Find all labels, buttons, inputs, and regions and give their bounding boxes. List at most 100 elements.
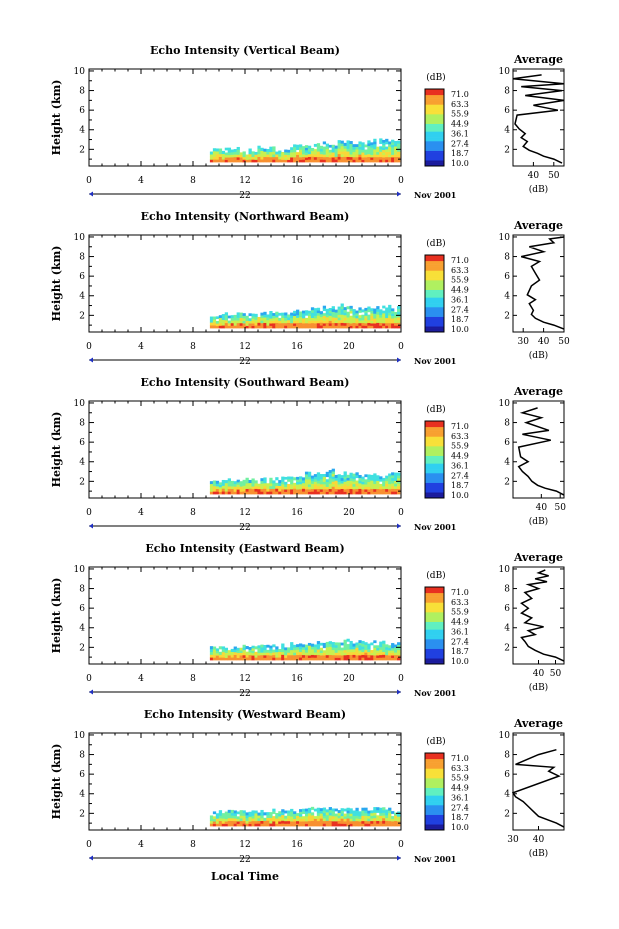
echo-cell xyxy=(370,325,374,329)
echo-cell xyxy=(343,818,347,822)
echo-cell xyxy=(236,325,240,329)
echo-cell xyxy=(370,812,374,816)
echo-cell xyxy=(218,320,223,324)
echo-cell xyxy=(310,820,315,824)
echo-cell xyxy=(319,818,324,822)
echo-cell xyxy=(278,156,282,160)
colorbar-band xyxy=(425,310,444,314)
echo-cell xyxy=(218,489,223,493)
echo-cell xyxy=(301,823,306,827)
echo-cell xyxy=(281,154,285,158)
echo-cell xyxy=(293,491,297,495)
echo-cell xyxy=(355,313,359,316)
echo-cell xyxy=(296,476,300,480)
echo-cell xyxy=(230,149,234,153)
echo-cell xyxy=(352,314,356,318)
echo-cell xyxy=(337,810,341,814)
echo-cell xyxy=(361,649,365,653)
echo-cell xyxy=(275,813,279,816)
echo-cell xyxy=(397,649,401,653)
echo-cell xyxy=(296,481,300,485)
echo-cell xyxy=(224,320,229,324)
echo-cell xyxy=(391,483,395,487)
echo-cell xyxy=(328,318,332,321)
echo-cell xyxy=(260,312,264,316)
echo-cell xyxy=(346,818,350,822)
echo-cell xyxy=(218,148,223,152)
echo-cell xyxy=(263,820,267,824)
echo-cell xyxy=(364,812,368,816)
echo-cell xyxy=(257,145,261,149)
echo-cell xyxy=(382,159,386,163)
echo-cell xyxy=(352,815,356,819)
echo-cell xyxy=(239,159,243,163)
echo-cell xyxy=(388,491,392,495)
echo-cell xyxy=(215,316,220,319)
echo-cell xyxy=(310,817,315,821)
echo-cell xyxy=(382,477,386,481)
echo-cell xyxy=(269,477,273,481)
echo-cell xyxy=(230,157,234,160)
echo-cell xyxy=(212,151,217,155)
echo-cell xyxy=(304,149,309,153)
colorbar-band xyxy=(425,637,444,640)
echo-cell xyxy=(331,644,335,648)
echo-cell xyxy=(310,312,315,316)
echo-cell xyxy=(224,655,229,658)
colorbar-tick-label: 18.7 xyxy=(451,481,469,490)
echo-cell xyxy=(313,479,318,482)
echo-cell xyxy=(355,310,359,314)
echo-cell xyxy=(304,657,309,661)
echo-cell xyxy=(394,654,398,658)
echo-cell xyxy=(364,481,368,485)
echo-cell xyxy=(215,820,220,824)
echo-cell xyxy=(346,820,350,824)
echo-cell xyxy=(382,305,386,309)
echo-cell xyxy=(233,488,237,492)
echo-cell xyxy=(284,315,288,318)
echo-cell xyxy=(275,646,279,650)
echo-cell xyxy=(224,811,229,815)
echo-cell xyxy=(397,308,401,312)
echo-cell xyxy=(239,812,243,816)
echo-cell xyxy=(385,486,389,490)
echo-cell xyxy=(322,481,327,485)
echo-cell xyxy=(343,145,347,149)
echo-cell xyxy=(278,153,282,157)
echo-cell xyxy=(325,641,330,645)
echo-cell xyxy=(382,149,386,153)
echo-cell xyxy=(343,309,347,313)
colorbar-band xyxy=(425,814,444,817)
echo-cell xyxy=(310,322,315,326)
colorbar-band xyxy=(425,281,444,285)
echo-cell xyxy=(251,320,255,324)
echo-cell xyxy=(355,485,359,489)
avg-x-tick-label: 50 xyxy=(558,337,570,347)
echo-cell xyxy=(397,647,401,651)
echo-cell xyxy=(307,474,312,477)
echo-cell xyxy=(301,491,306,495)
echo-cell xyxy=(269,480,273,484)
echo-cell xyxy=(290,159,294,163)
echo-cell xyxy=(290,654,294,658)
echo-cell xyxy=(310,156,315,160)
echo-cell xyxy=(319,652,324,656)
day-bar-start-arrow xyxy=(89,855,93,861)
echo-cell xyxy=(373,323,377,326)
echo-cell xyxy=(260,159,264,163)
echo-cell xyxy=(287,810,291,814)
echo-cell xyxy=(296,309,300,313)
echo-cell xyxy=(343,476,347,480)
echo-cell xyxy=(230,486,234,490)
echo-cell xyxy=(340,303,344,307)
echo-cell xyxy=(266,151,270,155)
echo-cell xyxy=(272,644,276,648)
x-tick-label: 0 xyxy=(398,176,404,186)
echo-cell xyxy=(313,489,318,492)
echo-cell xyxy=(325,146,330,150)
echo-cell xyxy=(316,646,321,650)
colorbar-band xyxy=(425,268,444,271)
echo-cell xyxy=(224,814,229,817)
echo-cell xyxy=(394,486,398,489)
echo-cell xyxy=(284,312,288,316)
